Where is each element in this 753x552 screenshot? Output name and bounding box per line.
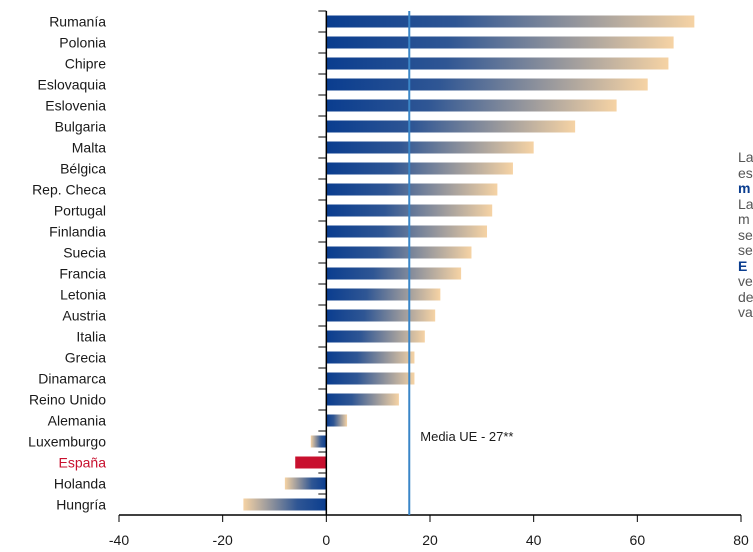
side-text-line: E [738, 257, 748, 274]
category-label: Eslovenia [45, 98, 106, 114]
side-text-line: se [738, 242, 753, 258]
x-tick-label: 20 [422, 532, 438, 548]
bar-españa [295, 456, 327, 469]
category-label: Eslovaquia [38, 77, 107, 93]
category-label: Grecia [65, 350, 106, 366]
category-label: Holanda [54, 476, 106, 492]
category-label: Italia [76, 329, 106, 345]
side-text-line: La [738, 195, 753, 212]
bars [243, 15, 695, 511]
category-labels: Rumanía Polonia Chipre Eslovaquia Eslovenia B… [28, 14, 106, 513]
bar-chipre [326, 57, 669, 70]
x-tick-label: 40 [526, 532, 542, 548]
x-tick-label: -20 [213, 532, 233, 548]
category-label: Hungría [56, 497, 106, 513]
side-text-line: m [738, 180, 751, 196]
category-label: Chipre [65, 56, 106, 72]
x-tick-label: 80 [733, 532, 749, 548]
axes: -40 -20 0 20 40 60 80 [109, 10, 749, 548]
category-label: Letonia [60, 287, 106, 303]
category-label: Suecia [63, 245, 106, 261]
side-text-line: se [738, 226, 753, 243]
category-label: Austria [62, 308, 106, 324]
category-label: Finlandia [49, 224, 106, 240]
bar-holanda [284, 477, 327, 490]
side-text-line: va [738, 304, 753, 320]
side-text-line: La [738, 149, 753, 165]
bar-luxemburgo [310, 435, 327, 448]
category-label: Bélgica [60, 161, 106, 177]
category-label: Malta [72, 140, 106, 156]
bar-dinamarca [326, 372, 415, 385]
bar-rumanía [326, 15, 695, 28]
eu-average-label: Media UE - 27** [420, 429, 513, 444]
bar-reino-unido [326, 393, 399, 406]
category-label: Francia [59, 266, 106, 282]
side-text-line: m [738, 211, 750, 227]
category-label: España [59, 455, 107, 471]
bar-bélgica [326, 162, 513, 175]
category-label: Bulgaria [55, 119, 107, 135]
category-label: Luxemburgo [28, 434, 106, 450]
category-label: Portugal [54, 203, 106, 219]
category-label: Reino Unido [29, 392, 106, 408]
x-tick-label: 60 [630, 532, 646, 548]
reference-layer: Media UE - 27** [408, 11, 513, 515]
bar-hungría [243, 498, 327, 511]
bar-letonia [326, 288, 441, 301]
bar-finlandia [326, 225, 488, 238]
bar-eslovaquia [326, 78, 648, 91]
bar-suecia [326, 246, 472, 259]
bar-polonia [326, 36, 674, 49]
category-label: Dinamarca [38, 371, 106, 387]
bar-eslovenia [326, 99, 617, 112]
bar-grecia [326, 351, 415, 364]
category-label: Alemania [48, 413, 107, 429]
bar-austria [326, 309, 436, 322]
side-text-line: ve [738, 273, 753, 289]
bar-francia [326, 267, 462, 280]
category-label: Rumanía [49, 14, 106, 30]
bar-alemania [326, 414, 348, 427]
category-label: Rep. Checa [32, 182, 106, 198]
bar-italia [326, 330, 425, 343]
bar-malta [326, 141, 534, 154]
x-tick-label: -40 [109, 532, 129, 548]
category-label: Polonia [59, 35, 106, 51]
x-tick-label: 0 [322, 532, 330, 548]
side-text-line: es [738, 164, 753, 181]
bar-rep-checa [326, 183, 498, 196]
side-text-line: de [738, 288, 753, 305]
bar-bulgaria [326, 120, 576, 133]
